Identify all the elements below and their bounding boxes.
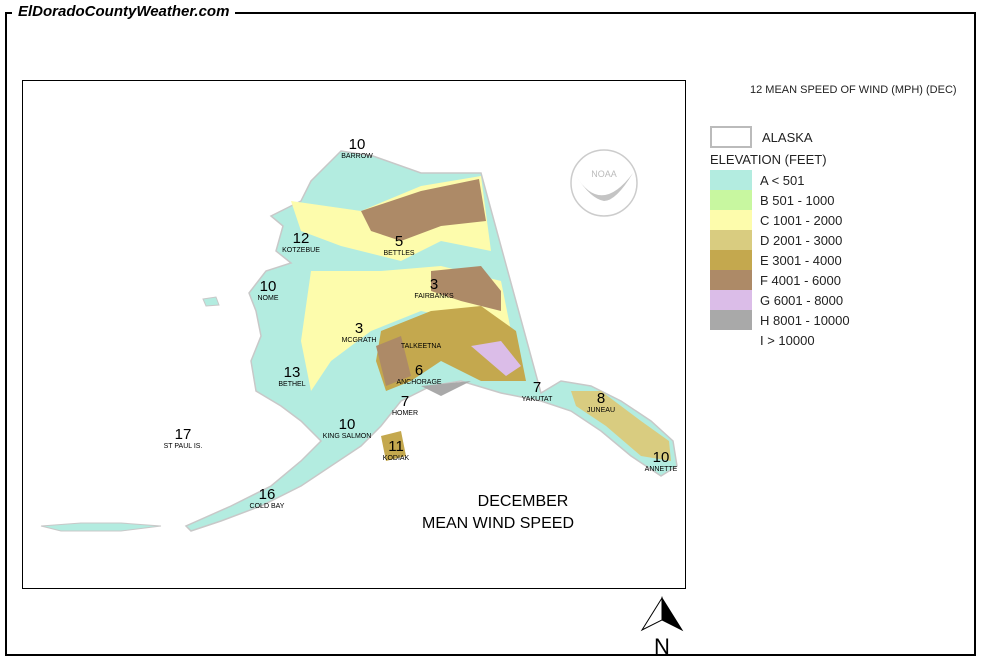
legend-header: 12 MEAN SPEED OF WIND (MPH) (DEC) xyxy=(750,84,957,96)
map-title-line1: DECEMBER xyxy=(477,493,569,510)
station-name: NOME xyxy=(257,295,279,302)
station-name: YAKUTAT xyxy=(521,396,553,403)
legend-item-label: I > 10000 xyxy=(760,332,815,348)
station-name: BARROW xyxy=(341,153,373,160)
station-value: 10 xyxy=(338,416,356,433)
legend-swatch xyxy=(710,270,752,290)
station-value: 13 xyxy=(283,364,301,381)
legend-item: G 6001 - 8000 xyxy=(710,290,850,310)
legend-swatch xyxy=(710,310,752,330)
station-name: HOMER xyxy=(391,410,419,417)
legend-swatch xyxy=(710,250,752,270)
station-value: 7 xyxy=(400,393,410,410)
legend-alaska-label: ALASKA xyxy=(762,129,813,145)
station-name: KODIAK xyxy=(382,455,410,462)
station-value: 5 xyxy=(394,233,404,250)
station-value: 10 xyxy=(348,136,366,153)
site-title: ElDoradoCountyWeather.com xyxy=(12,3,236,20)
legend-item: D 2001 - 3000 xyxy=(710,230,850,250)
legend-elevation-title: ELEVATION (FEET) xyxy=(710,152,827,167)
station-value: 12 xyxy=(292,230,310,247)
legend-item: B 501 - 1000 xyxy=(710,190,850,210)
legend-item: F 4001 - 6000 xyxy=(710,270,850,290)
legend-item-label: D 2001 - 3000 xyxy=(760,232,843,248)
legend: ALASKA ELEVATION (FEET) A < 501 B 501 - 1… xyxy=(710,126,850,350)
legend-item: I > 10000 xyxy=(710,330,850,350)
alaska-landmass xyxy=(40,150,678,532)
station-name: JUNEAU xyxy=(586,407,616,414)
legend-alaska: ALASKA xyxy=(710,126,850,148)
station-name: BETTLES xyxy=(383,250,415,257)
map-frame: NOAA 10 BARROW 12 KOTZEBUE 5 BETTLES 10 NOME 3 FA… xyxy=(22,80,686,589)
legend-item-label: A < 501 xyxy=(760,172,805,188)
station-value: 6 xyxy=(414,362,424,379)
station-name: KOTZEBUE xyxy=(282,247,320,254)
legend-item-label: E 3001 - 4000 xyxy=(760,252,842,268)
legend-swatch xyxy=(710,330,752,350)
station-name: ST PAUL IS. xyxy=(163,443,203,450)
station-value: 17 xyxy=(174,426,192,443)
station-value: 3 xyxy=(354,320,364,337)
north-label: N xyxy=(654,634,670,658)
legend-swatch xyxy=(710,170,752,190)
station-value: 16 xyxy=(258,486,276,503)
legend-item: E 3001 - 4000 xyxy=(710,250,850,270)
north-arrow-icon: N xyxy=(640,596,684,658)
legend-item: C 1001 - 2000 xyxy=(710,210,850,230)
legend-item-label: B 501 - 1000 xyxy=(760,192,835,208)
station-name: KING SALMON xyxy=(322,433,372,440)
legend-item-label: C 1001 - 2000 xyxy=(760,212,843,228)
legend-swatch xyxy=(710,290,752,310)
station-value: 10 xyxy=(259,278,277,295)
station-value: 8 xyxy=(596,390,606,407)
station-name: FAIRBANKS xyxy=(414,293,454,300)
legend-swatch xyxy=(710,190,752,210)
legend-swatch xyxy=(710,230,752,250)
outer-frame xyxy=(5,12,976,656)
legend-swatch xyxy=(710,210,752,230)
station-value: 11 xyxy=(388,438,404,455)
station-name: TALKEETNA xyxy=(400,343,442,350)
noaa-logo: NOAA xyxy=(570,149,638,217)
legend-item: H 8001 - 10000 xyxy=(710,310,850,330)
station-name: BETHEL xyxy=(278,381,306,388)
station-name: ANNETTE xyxy=(644,466,678,473)
station-value: 7 xyxy=(532,379,542,396)
alaska-map: NOAA xyxy=(40,149,678,532)
station-value: 3 xyxy=(429,276,439,293)
station-name: MCGRATH xyxy=(341,337,377,344)
station-name: COLD BAY xyxy=(249,503,285,510)
legend-item-label: H 8001 - 10000 xyxy=(760,312,850,328)
station-name: ANCHORAGE xyxy=(396,379,442,386)
map-title-line2: MEAN WIND SPEED xyxy=(421,515,574,532)
noaa-logo-text: NOAA xyxy=(591,169,617,179)
alaska-swatch xyxy=(710,126,752,148)
legend-item-label: G 6001 - 8000 xyxy=(760,292,844,308)
legend-item: A < 501 xyxy=(710,170,850,190)
station-value: 10 xyxy=(652,449,670,466)
legend-item-label: F 4001 - 6000 xyxy=(760,272,841,288)
